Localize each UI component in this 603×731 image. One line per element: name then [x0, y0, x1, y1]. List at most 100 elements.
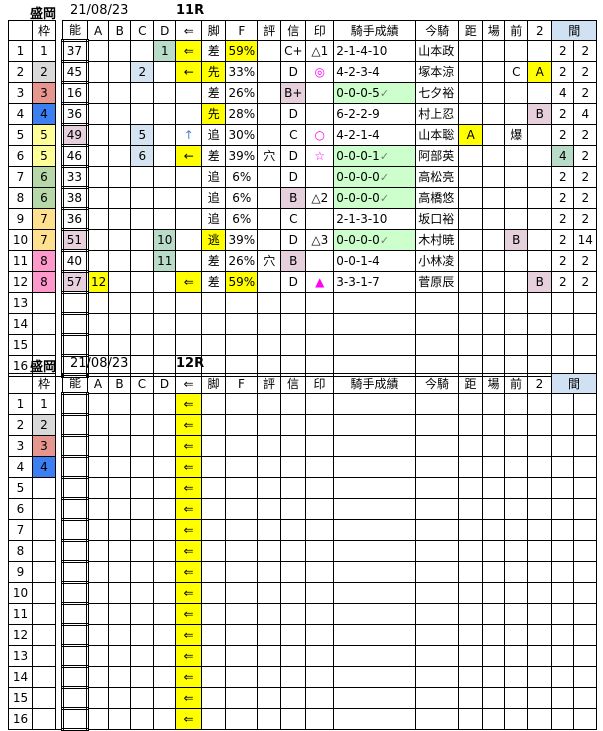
- f-rate-cell[interactable]: [225, 645, 258, 667]
- course-cell[interactable]: [482, 334, 506, 356]
- waku-cell[interactable]: [32, 561, 56, 583]
- col-c-cell[interactable]: [130, 519, 154, 541]
- waku-cell[interactable]: [32, 645, 56, 667]
- confidence-cell[interactable]: D: [280, 145, 307, 167]
- waku-cell[interactable]: 1: [32, 40, 56, 62]
- previous-cell[interactable]: [504, 435, 528, 457]
- ability-cell[interactable]: [61, 686, 89, 710]
- second-cell[interactable]: B: [527, 103, 553, 125]
- rating-cell[interactable]: [257, 61, 282, 83]
- col-c-cell[interactable]: [130, 103, 155, 125]
- jockey-record-cell[interactable]: 2-1-3-10: [333, 208, 417, 230]
- second-cell[interactable]: [527, 456, 552, 478]
- jockey-record-cell[interactable]: 4-2-1-4: [333, 124, 417, 146]
- distance-cell[interactable]: [458, 603, 483, 625]
- col-b-cell[interactable]: [108, 124, 132, 146]
- confidence-cell[interactable]: [280, 313, 307, 335]
- interval-2-cell[interactable]: 2: [573, 61, 598, 83]
- waku-cell[interactable]: [32, 687, 56, 709]
- course-cell[interactable]: [482, 477, 505, 499]
- ability-cell[interactable]: [61, 333, 89, 357]
- col-a-cell[interactable]: [87, 519, 109, 541]
- arrow-cell[interactable]: ⇐: [175, 271, 203, 293]
- jockey-record-cell[interactable]: [333, 561, 416, 583]
- interval-1-cell[interactable]: [551, 582, 574, 604]
- mark-cell[interactable]: [305, 103, 335, 125]
- confidence-cell[interactable]: [280, 540, 306, 562]
- mark-cell[interactable]: [305, 414, 334, 436]
- row-number-cell[interactable]: 11: [8, 603, 33, 625]
- ability-cell[interactable]: 33: [61, 165, 89, 189]
- second-cell[interactable]: [527, 624, 552, 646]
- previous-cell[interactable]: [504, 40, 529, 62]
- waku-cell[interactable]: [32, 708, 56, 730]
- waku-cell[interactable]: [32, 582, 56, 604]
- arrow-cell[interactable]: ⇐: [175, 687, 202, 709]
- distance-cell[interactable]: [458, 393, 483, 415]
- confidence-cell[interactable]: [280, 666, 306, 688]
- confidence-cell[interactable]: B: [280, 250, 307, 272]
- leg-style-cell[interactable]: 追: [201, 187, 227, 209]
- interval-1-cell[interactable]: [551, 393, 574, 415]
- col-a-cell[interactable]: [87, 708, 109, 730]
- course-cell[interactable]: [482, 271, 506, 293]
- col-d-cell[interactable]: [153, 414, 176, 436]
- leg-style-cell[interactable]: 追: [201, 208, 227, 230]
- f-rate-cell[interactable]: 6%: [225, 166, 259, 188]
- f-rate-cell[interactable]: [225, 624, 258, 646]
- col-a-cell[interactable]: [87, 414, 109, 436]
- row-number-cell[interactable]: 7: [8, 166, 33, 188]
- jockey-record-cell[interactable]: [333, 292, 417, 314]
- confidence-cell[interactable]: D: [280, 61, 307, 83]
- column-header[interactable]: 場: [482, 373, 505, 394]
- interval-2-cell[interactable]: [573, 313, 598, 335]
- f-rate-cell[interactable]: 26%: [225, 82, 259, 104]
- waku-cell[interactable]: [32, 292, 56, 314]
- col-c-cell[interactable]: [130, 477, 154, 499]
- confidence-cell[interactable]: [280, 477, 306, 499]
- second-cell[interactable]: [527, 540, 552, 562]
- interval-2-cell[interactable]: [573, 603, 597, 625]
- jockey-cell[interactable]: 塚本涼: [415, 61, 460, 83]
- previous-cell[interactable]: [504, 145, 529, 167]
- rating-cell[interactable]: 穴: [257, 250, 282, 272]
- arrow-cell[interactable]: ⇐: [175, 414, 202, 436]
- previous-cell[interactable]: [504, 250, 529, 272]
- confidence-cell[interactable]: [280, 645, 306, 667]
- interval-2-cell[interactable]: [573, 477, 597, 499]
- rating-cell[interactable]: [257, 208, 282, 230]
- jockey-cell[interactable]: 高橋悠: [415, 187, 460, 209]
- col-d-cell[interactable]: [153, 103, 177, 125]
- confidence-cell[interactable]: [280, 561, 306, 583]
- second-cell[interactable]: [527, 477, 552, 499]
- f-rate-cell[interactable]: [225, 666, 258, 688]
- jockey-cell[interactable]: 小林凌: [415, 250, 460, 272]
- mark-cell[interactable]: [305, 393, 334, 415]
- jockey-cell[interactable]: [415, 624, 459, 646]
- mark-cell[interactable]: [305, 166, 335, 188]
- col-b-cell[interactable]: [108, 540, 131, 562]
- waku-cell[interactable]: 8: [32, 250, 56, 272]
- distance-cell[interactable]: [458, 498, 483, 520]
- row-number-cell[interactable]: 12: [8, 624, 33, 646]
- course-cell[interactable]: [482, 313, 506, 335]
- jockey-record-cell[interactable]: 0-0-1-4: [333, 250, 417, 272]
- col-c-cell[interactable]: [130, 540, 154, 562]
- col-c-cell[interactable]: 5: [130, 124, 155, 146]
- second-cell[interactable]: [527, 208, 553, 230]
- col-d-cell[interactable]: [153, 645, 176, 667]
- jockey-record-cell[interactable]: [333, 456, 416, 478]
- f-rate-cell[interactable]: 33%: [225, 61, 259, 83]
- interval-2-cell[interactable]: [573, 666, 597, 688]
- f-rate-cell[interactable]: 59%: [225, 271, 259, 293]
- jockey-record-cell[interactable]: [333, 687, 416, 709]
- ability-cell[interactable]: [61, 539, 89, 563]
- course-cell[interactable]: [482, 145, 506, 167]
- col-c-cell[interactable]: [130, 229, 155, 251]
- arrow-cell[interactable]: ⇐: [175, 393, 202, 415]
- arrow-cell[interactable]: ⇐: [175, 435, 202, 457]
- col-a-cell[interactable]: [87, 666, 109, 688]
- row-number-cell[interactable]: 8: [8, 540, 33, 562]
- leg-style-cell[interactable]: [201, 519, 226, 541]
- row-number-cell[interactable]: 13: [8, 645, 33, 667]
